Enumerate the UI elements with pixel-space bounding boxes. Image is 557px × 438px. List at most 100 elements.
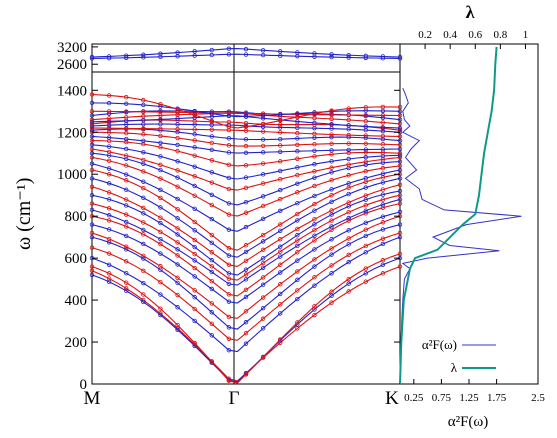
branch-marker	[141, 102, 146, 108]
branch-marker	[106, 93, 112, 98]
branch-marker	[158, 306, 163, 311]
branch-marker	[260, 124, 266, 130]
branch-marker	[226, 246, 232, 251]
branch-marker	[295, 165, 300, 170]
branch-marker	[89, 230, 95, 236]
branch-marker	[158, 144, 163, 150]
branch-marker	[124, 233, 129, 239]
branch-marker	[397, 125, 403, 131]
branch-marker	[380, 258, 386, 263]
branch-marker	[278, 228, 283, 233]
branch-marker	[260, 194, 266, 199]
branch-marker	[363, 112, 368, 118]
branch-marker	[209, 170, 214, 175]
branch-marker	[329, 224, 334, 229]
branch-marker	[243, 175, 249, 180]
branch-marker	[329, 212, 334, 217]
branch-marker	[397, 192, 403, 198]
branch-marker	[312, 208, 317, 213]
branch-marker	[329, 193, 334, 198]
branch-marker	[397, 138, 403, 143]
branch-marker	[106, 111, 112, 116]
branch-marker	[329, 271, 334, 276]
branch-marker	[141, 179, 146, 184]
branch-marker	[209, 180, 214, 185]
branch-marker	[175, 305, 180, 310]
branch-marker	[363, 185, 368, 190]
branch-marker	[278, 254, 283, 259]
branch-marker	[312, 111, 317, 116]
branch-marker	[141, 256, 146, 261]
branch-marker	[346, 252, 351, 258]
branch-marker	[243, 243, 249, 248]
branch-marker	[295, 211, 300, 217]
branch-marker	[175, 142, 180, 148]
branch-marker	[278, 262, 283, 267]
branch-marker	[209, 286, 214, 292]
branch-marker	[141, 268, 146, 274]
phonon-branch	[91, 232, 401, 341]
branch-marker	[346, 289, 351, 294]
branch-marker	[380, 227, 386, 232]
branch-marker	[260, 203, 266, 209]
phonon-branch	[91, 163, 401, 232]
branch-marker	[192, 138, 197, 143]
branch-marker	[397, 153, 403, 158]
branch-marker	[363, 203, 368, 208]
branch-marker	[295, 320, 300, 325]
branch-marker	[124, 247, 129, 252]
branch-marker	[260, 161, 266, 166]
branch-marker	[380, 202, 386, 207]
branch-marker	[363, 155, 368, 160]
branch-marker	[175, 232, 180, 237]
branch-marker	[89, 167, 95, 173]
branch-marker	[175, 240, 180, 245]
branch-marker	[346, 156, 351, 162]
branch-marker	[397, 167, 403, 173]
branch-marker	[346, 276, 351, 282]
branch-marker	[260, 326, 266, 331]
branch-marker	[89, 92, 95, 97]
branch-marker	[312, 154, 317, 159]
branch-marker	[243, 124, 249, 129]
branch-marker	[295, 277, 300, 283]
branch-marker	[312, 162, 317, 167]
high-branch-marker	[346, 55, 351, 60]
high-branch	[91, 48, 401, 58]
branch-marker	[363, 233, 368, 239]
y-break-tick-label: 2600	[57, 57, 87, 73]
branch-marker	[243, 294, 249, 300]
branch-marker	[397, 182, 403, 187]
branch-marker	[397, 163, 403, 169]
x-tick-label-bottom: 1.25	[459, 392, 479, 404]
branch-marker	[89, 121, 95, 127]
x-tick-label-top: 0.2	[418, 29, 432, 41]
branch-marker	[329, 300, 334, 305]
high-branch-marker	[260, 52, 266, 58]
high-branch-marker	[329, 54, 334, 60]
branch-marker	[243, 258, 249, 264]
branch-marker	[141, 114, 146, 119]
branch-marker	[141, 220, 146, 225]
branch-marker	[89, 109, 95, 114]
branch-marker	[363, 175, 368, 181]
branch-marker	[124, 109, 129, 114]
branch-marker	[106, 135, 112, 140]
branch-marker	[346, 106, 351, 111]
branch-marker	[106, 206, 112, 211]
branch-marker	[192, 295, 197, 300]
branch-marker	[158, 241, 163, 247]
branch-marker	[175, 168, 180, 173]
branch-marker	[209, 202, 214, 208]
branch-marker	[141, 253, 146, 258]
branch-marker	[380, 125, 386, 130]
branch-marker	[260, 282, 266, 287]
branch-marker	[260, 113, 266, 118]
branch-marker	[226, 136, 232, 141]
y-break-tick-label: 3200	[57, 40, 87, 56]
branch-marker	[209, 192, 214, 197]
high-branch-marker	[243, 46, 249, 52]
branch-marker	[124, 286, 129, 291]
branch-marker	[106, 271, 112, 276]
